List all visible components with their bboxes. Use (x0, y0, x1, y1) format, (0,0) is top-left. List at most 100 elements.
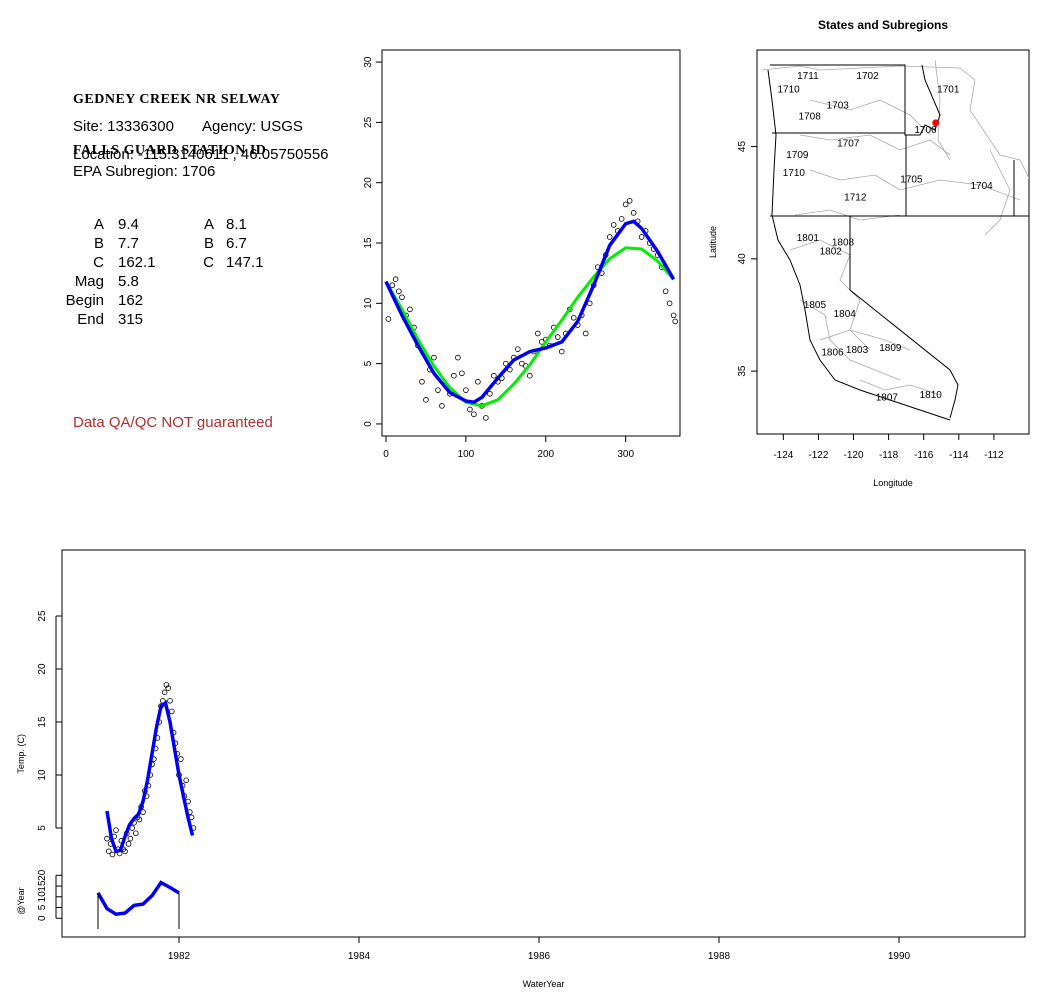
param-value: 162 (118, 292, 144, 309)
map-region-labels: 1702 1701 1711 1710 1703 1708 1706 1707 1709 1710… (777, 71, 993, 403)
data-point (662, 288, 669, 295)
ts-ylabel: Temp. (C) (16, 734, 26, 774)
agency: Agency: USGS (202, 118, 303, 135)
data-point (672, 318, 679, 325)
map-axes: -124 -122 -120 -118 -116 -114 -112 35 40 45 Longit… (708, 141, 1004, 488)
data-point (125, 841, 132, 847)
data-point (558, 348, 565, 355)
x-tick-label: 200 (537, 449, 554, 460)
y-tick-label: 10 (363, 297, 374, 309)
region-label: 1712 (844, 192, 867, 203)
lon-tick-label: -116 (914, 450, 934, 461)
region-label: 1707 (837, 139, 860, 150)
param-label: B (93, 235, 104, 252)
map-boundaries (761, 59, 1029, 421)
param-label: End (77, 311, 104, 328)
y2-tick-label: 5 (37, 904, 48, 910)
param-label: A (93, 216, 104, 233)
x-tick-label: 1990 (888, 951, 911, 962)
epa-subregion: EPA Subregion: 1706 (73, 163, 216, 180)
y-tick-label: 25 (363, 116, 374, 128)
data-point (395, 288, 402, 295)
y-tick-label: 10 (37, 769, 48, 781)
param-value: 315 (118, 311, 144, 328)
param-label: C (93, 254, 104, 271)
x-tick-label: 1982 (168, 951, 191, 962)
region-label: 1808 (832, 237, 855, 248)
site-id: Site: 13336300 (73, 118, 174, 135)
region-label: 1706 (914, 125, 937, 136)
y-tick-label: 15 (37, 716, 48, 728)
x-tick-label: 1984 (348, 951, 371, 962)
doy-axes: 0 100 200 300 0 5 10 15 20 25 30 (363, 56, 634, 460)
subregion-map: -124 -122 -120 -118 -116 -114 -112 35 40 45 Longit… (708, 49, 1030, 488)
year-fit-line (96, 880, 180, 917)
y-tick-label: 5 (37, 825, 48, 831)
region-label: 1705 (900, 174, 923, 185)
region-label: 1711 (797, 71, 819, 82)
timeseries-chart: 1982 1984 1986 1988 199051015202505101520Wat… (16, 549, 1026, 989)
region-label: 1801 (797, 233, 820, 244)
doy-scatter-chart: 0 100 200 300 0 5 10 15 20 25 30 (363, 49, 681, 460)
region-label: 1804 (834, 309, 857, 320)
region-label: 1702 (856, 71, 879, 82)
data-point (439, 403, 445, 409)
site-marker (932, 119, 940, 127)
blue-fit-line (384, 219, 676, 405)
param-value: 7.7 (118, 235, 139, 252)
param-label: Begin (65, 292, 104, 309)
param-value: 8.1 (226, 216, 247, 233)
region-label: 1703 (827, 100, 850, 111)
data-point (606, 234, 613, 240)
data-point (113, 827, 119, 833)
map-site (932, 119, 940, 127)
y2-tick-label: 20 (37, 869, 48, 881)
y-tick-label: 5 (363, 360, 374, 366)
data-point (626, 197, 633, 204)
data-point (122, 848, 128, 855)
data-point (638, 234, 645, 240)
lon-tick-label: -118 (879, 450, 899, 461)
y-tick-label: 15 (363, 237, 374, 249)
data-point (503, 360, 509, 367)
data-point (136, 816, 143, 823)
data-point (515, 346, 521, 352)
location: Location: -115.3140611 , 46.05750556 (73, 146, 329, 163)
y-tick-label: 30 (363, 56, 374, 68)
doy-fit-lines (384, 219, 676, 408)
data-point (163, 682, 170, 688)
lon-tick-label: -112 (984, 450, 1004, 461)
y-tick-label: 0 (363, 421, 374, 427)
data-point (133, 830, 139, 837)
data-point (389, 282, 396, 289)
region-label: 1806 (821, 347, 844, 358)
station-title: GEDNEY CREEK NR SELWAY FALLS GUARD STATI… (73, 57, 280, 176)
data-point (471, 411, 477, 418)
param-label: A (203, 216, 214, 233)
data-point (582, 330, 589, 337)
data-point (183, 777, 190, 784)
data-point (570, 314, 577, 321)
data-point (399, 294, 405, 301)
data-point (666, 300, 673, 307)
region-label: 1709 (786, 150, 809, 161)
ts-ylabel-year: @Year (16, 887, 26, 914)
lon-tick-label: -122 (808, 450, 828, 461)
doy-points (385, 197, 679, 421)
data-point (554, 334, 561, 340)
region-label: 1710 (783, 168, 806, 179)
data-point (451, 372, 457, 379)
y2-tick-label: 10 (37, 891, 48, 903)
lon-tick-label: -124 (773, 450, 793, 461)
param-value: 147.1 (226, 254, 264, 271)
param-value: 162.1 (118, 254, 156, 271)
station-title-line2: FALLS GUARD STATION ID (73, 143, 267, 158)
lon-tick-label: -120 (844, 450, 864, 461)
x-tick-label: 100 (458, 449, 475, 460)
data-point (455, 354, 461, 361)
lon-tick-label: -114 (949, 450, 969, 461)
y-tick-label: 20 (37, 663, 48, 675)
ts-xlabel: WaterYear (523, 979, 565, 989)
station-title-line1: GEDNEY CREEK NR SELWAY (73, 92, 281, 107)
x-tick-label: 0 (383, 449, 389, 460)
